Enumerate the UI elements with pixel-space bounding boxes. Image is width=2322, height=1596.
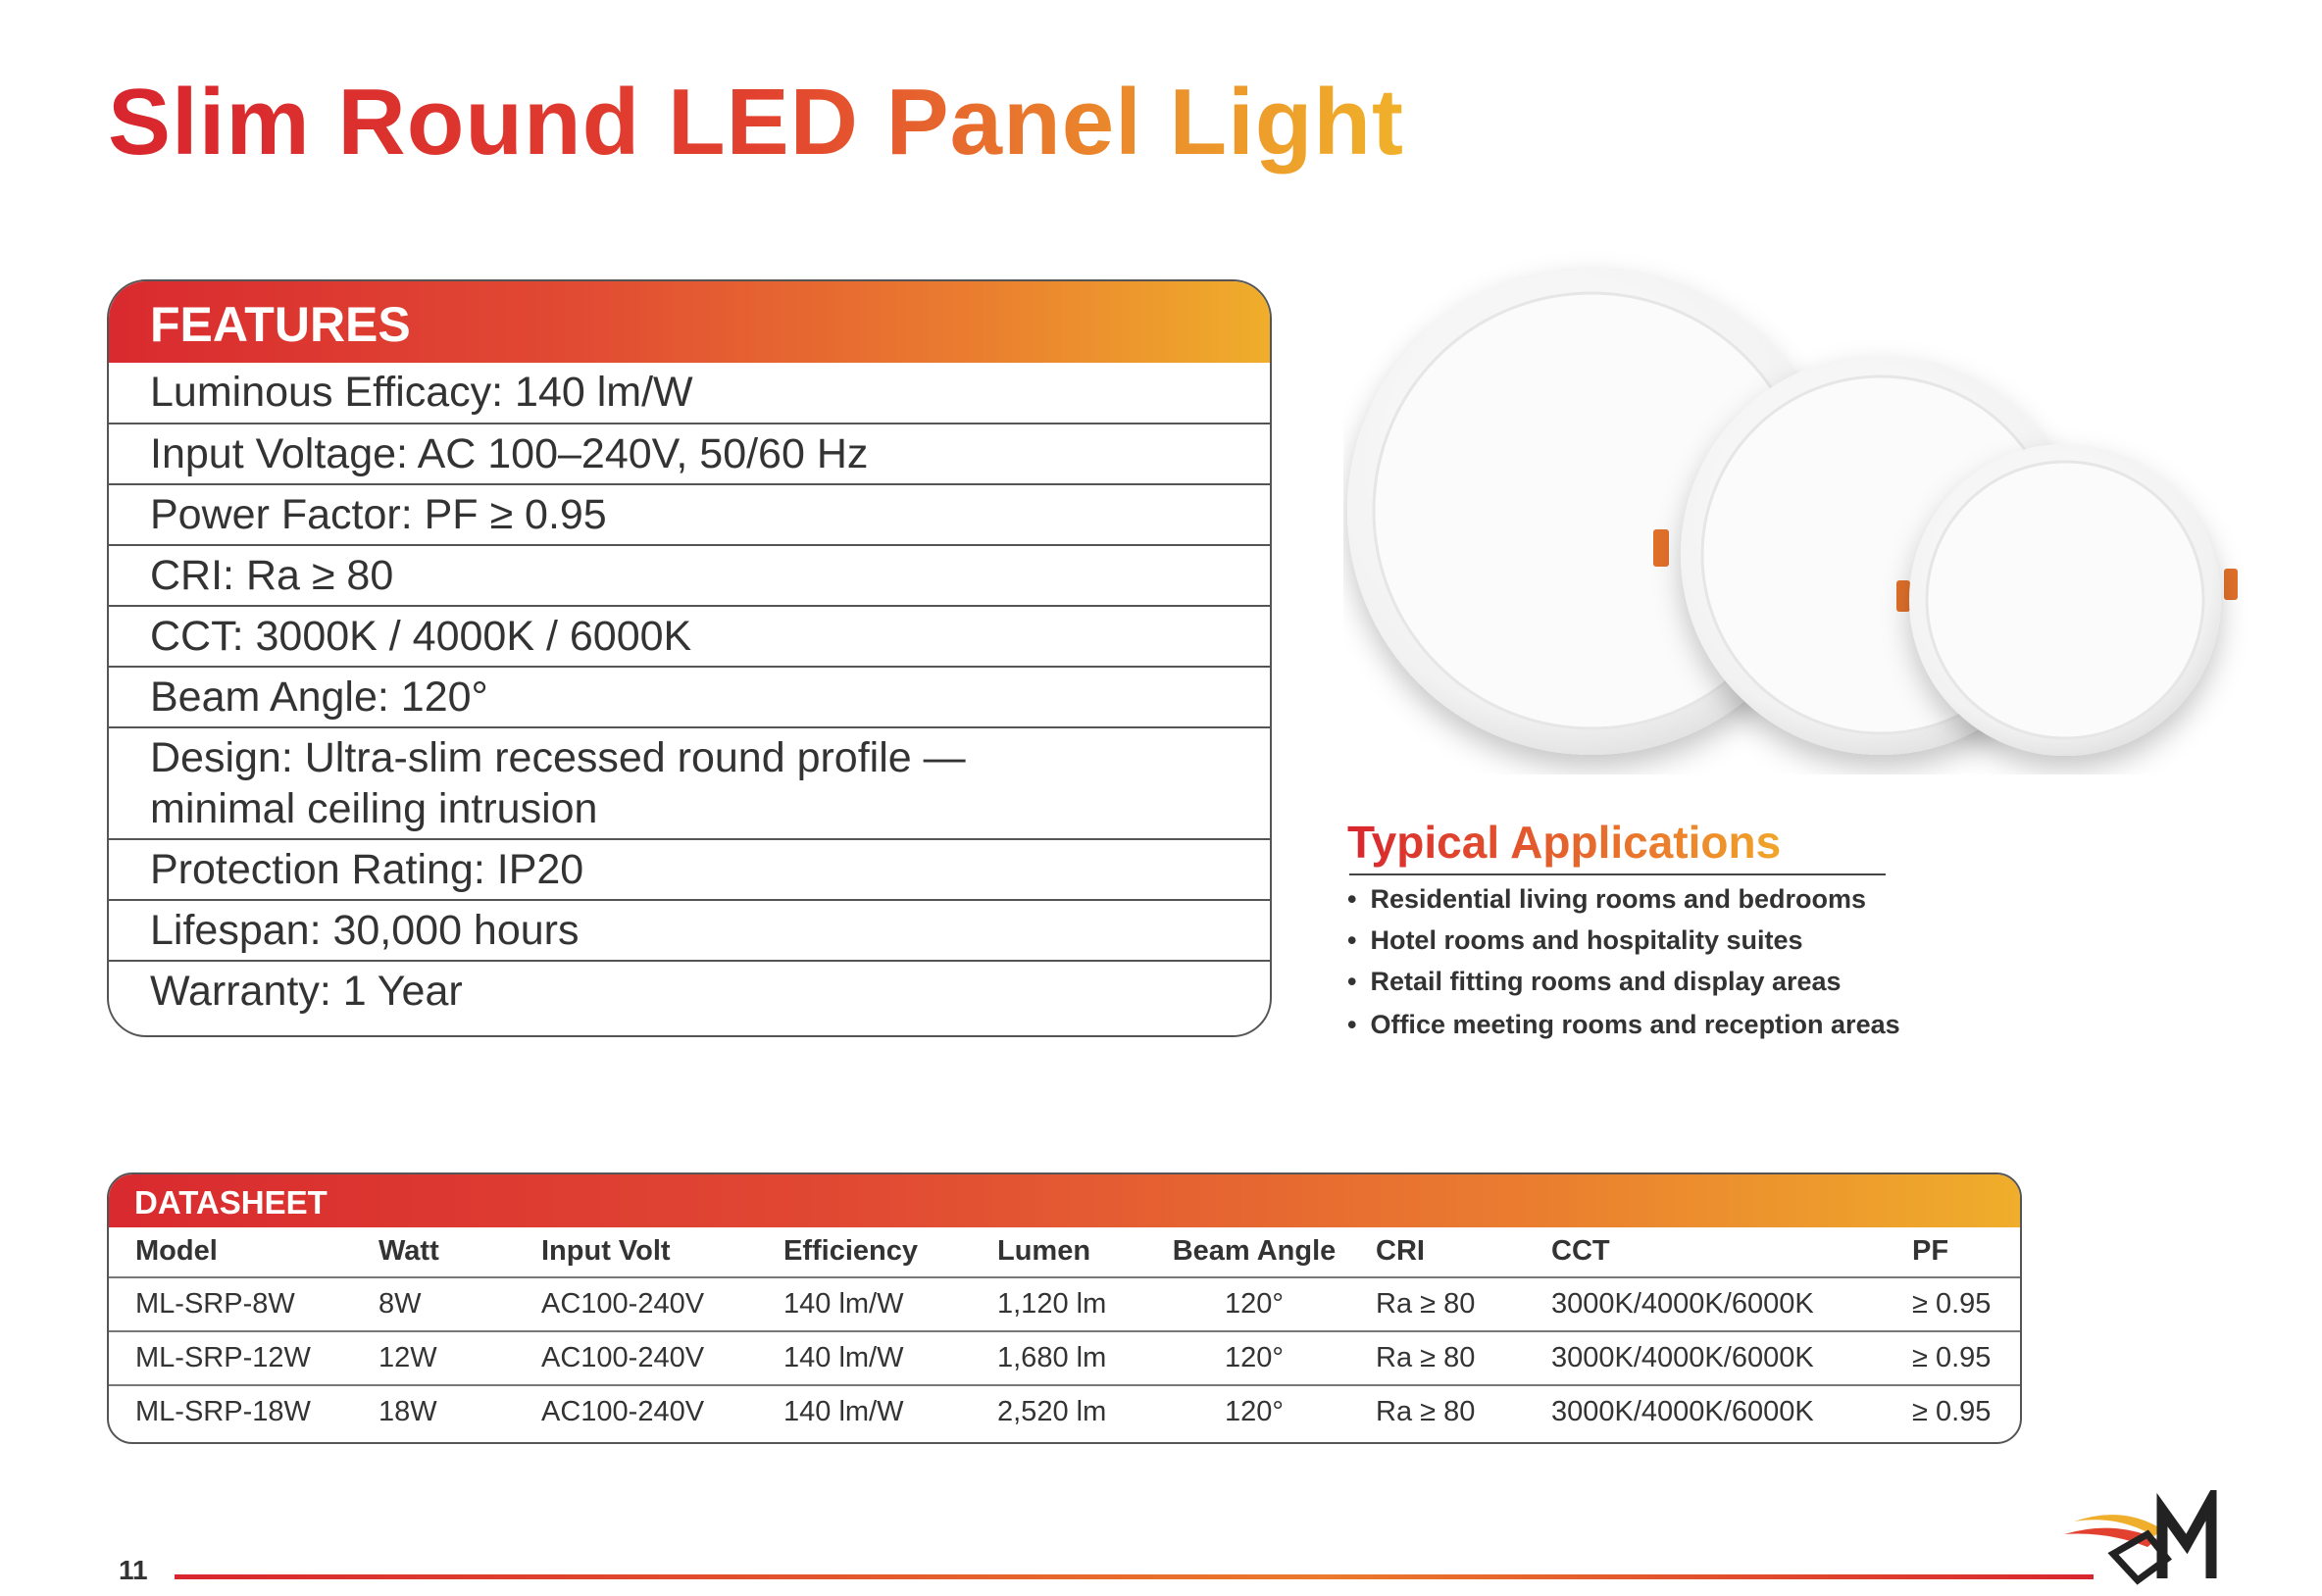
- row-divider: [109, 1384, 2020, 1386]
- column-header-text: Beam Angle: [1172, 1235, 1337, 1267]
- feature-row: Lifespan: 30,000 hours: [109, 899, 1270, 960]
- table-cell: ML-SRP-8W: [135, 1288, 295, 1320]
- table-cell: 2,520 lm: [997, 1396, 1107, 1427]
- page-number: 11: [119, 1555, 148, 1585]
- datasheet-table: DATASHEET Model Watt Input Volt Efficiency L…: [107, 1172, 2022, 1444]
- column-header: CRI: [1376, 1235, 1425, 1267]
- feature-text: Luminous Efficacy: 140 lm/W: [150, 369, 693, 416]
- application-item: Residential living rooms and bedrooms: [1347, 884, 1866, 915]
- feature-text: Power Factor: PF ≥ 0.95: [150, 491, 607, 538]
- application-item: Retail fitting rooms and display areas: [1347, 967, 1841, 997]
- table-cell-text: 120°: [1225, 1342, 1284, 1373]
- feature-text: CRI: Ra ≥ 80: [150, 552, 394, 599]
- feature-text: Lifespan: 30,000 hours: [150, 907, 580, 954]
- feature-row: Power Factor: PF ≥ 0.95: [109, 483, 1270, 544]
- product-image: [1347, 267, 2238, 756]
- footer-line: [175, 1574, 2094, 1579]
- column-header: Model: [135, 1235, 218, 1267]
- table-cell: Ra ≥ 80: [1376, 1288, 1476, 1320]
- table-cell: ≥ 0.95: [1912, 1342, 1992, 1373]
- table-cell: ≥ 0.95: [1912, 1288, 1992, 1320]
- divider: [1349, 873, 1886, 875]
- table-cell: 3000K/4000K/6000K: [1551, 1288, 1814, 1320]
- table-cell: 140 lm/W: [783, 1288, 904, 1320]
- table-cell: AC100-240V: [541, 1342, 705, 1373]
- row-divider: [109, 1276, 2020, 1278]
- table-cell: ≥ 0.95: [1912, 1396, 1992, 1427]
- column-header: Lumen: [997, 1235, 1091, 1267]
- feature-row: Protection Rating: IP20: [109, 838, 1270, 899]
- table-cell-text: 120°: [1225, 1288, 1284, 1320]
- table-cell: 18W: [379, 1396, 437, 1427]
- table-cell: ML-SRP-18W: [135, 1396, 311, 1427]
- application-item: Office meeting rooms and reception areas: [1347, 1010, 1899, 1040]
- column-header: Watt: [379, 1235, 439, 1267]
- table-cell: 1,120 lm: [997, 1288, 1107, 1320]
- applications-heading: Typical Applications: [1347, 817, 1782, 868]
- feature-text: Input Voltage: AC 100–240V, 50/60 Hz: [150, 430, 869, 477]
- application-item: Hotel rooms and hospitality suites: [1347, 925, 1802, 956]
- column-header: Efficiency: [783, 1235, 918, 1267]
- feature-row: Input Voltage: AC 100–240V, 50/60 Hz: [109, 423, 1270, 483]
- features-heading: FEATURES: [109, 281, 1270, 363]
- logo: [2064, 1490, 2217, 1585]
- feature-row: Beam Angle: 120°: [109, 666, 1270, 726]
- feature-row: CRI: Ra ≥ 80: [109, 544, 1270, 605]
- feature-text: Design: Ultra-slim recessed round profil…: [150, 734, 966, 832]
- table-cell: ML-SRP-12W: [135, 1342, 311, 1373]
- row-divider: [109, 1330, 2020, 1332]
- datasheet-heading: DATASHEET: [109, 1174, 2020, 1227]
- table-cell: 3000K/4000K/6000K: [1551, 1342, 1814, 1373]
- feature-row: CCT: 3000K / 4000K / 6000K: [109, 605, 1270, 666]
- table-cell: 140 lm/W: [783, 1396, 904, 1427]
- table-cell: 1,680 lm: [997, 1342, 1107, 1373]
- feature-text: Beam Angle: 120°: [150, 673, 488, 721]
- column-header: PF: [1912, 1235, 1949, 1267]
- table-cell: AC100-240V: [541, 1288, 705, 1320]
- feature-row: Warranty: 1 Year: [109, 960, 1270, 1021]
- feature-row: Design: Ultra-slim recessed round profil…: [109, 726, 1270, 838]
- table-cell: Ra ≥ 80: [1376, 1342, 1476, 1373]
- feature-text: Warranty: 1 Year: [150, 968, 463, 1015]
- table-cell: AC100-240V: [541, 1396, 705, 1427]
- column-header: Input Volt: [541, 1235, 671, 1267]
- feature-row: Luminous Efficacy: 140 lm/W: [109, 363, 1270, 423]
- features-list: Luminous Efficacy: 140 lm/W Input Voltage…: [109, 363, 1270, 1021]
- feature-text: CCT: 3000K / 4000K / 6000K: [150, 613, 692, 660]
- table-cell: 140 lm/W: [783, 1342, 904, 1373]
- table-cell: 12W: [379, 1342, 437, 1373]
- table-cell: Ra ≥ 80: [1376, 1396, 1476, 1427]
- table-cell: 8W: [379, 1288, 422, 1320]
- column-header: CCT: [1551, 1235, 1610, 1267]
- title: Slim Round LED Panel Light: [108, 70, 1404, 175]
- feature-text: Protection Rating: IP20: [150, 846, 584, 893]
- table-cell: 3000K/4000K/6000K: [1551, 1396, 1814, 1427]
- features-box: FEATURES Luminous Efficacy: 140 lm/W Inpu…: [107, 279, 1272, 1037]
- table-cell-text: 120°: [1225, 1396, 1284, 1427]
